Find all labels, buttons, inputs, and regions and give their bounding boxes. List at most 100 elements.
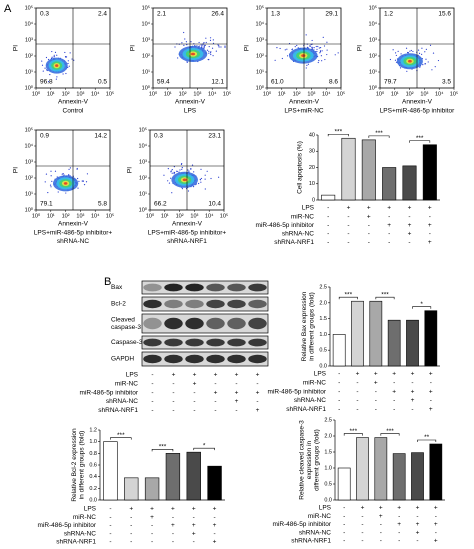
quadrant-value: 12.1	[211, 79, 224, 86]
treatment-sign: +	[256, 389, 260, 396]
treatment-sign: +	[235, 389, 239, 396]
y-axis-label: PI	[244, 45, 251, 51]
cell-dot	[405, 47, 408, 49]
cell-dot	[417, 49, 420, 51]
cell-density	[63, 182, 68, 185]
treatment-sign: -	[172, 389, 174, 396]
treatment-sign: +	[434, 538, 438, 545]
cell-dot	[45, 173, 48, 175]
quadrant-value: 2.4	[98, 11, 107, 18]
band-label: Bax	[111, 284, 123, 291]
quadrant-value: 29.1	[325, 11, 338, 18]
cell-dot	[319, 52, 321, 54]
treatment-sign: -	[338, 380, 340, 387]
cell-dot	[309, 45, 311, 47]
cell-dot	[173, 173, 175, 175]
treatment-sign: -	[435, 513, 437, 520]
treatment-sign: -	[172, 514, 174, 521]
treatment-sign: -	[398, 513, 400, 520]
treatment-sign: +	[356, 371, 360, 378]
treatment-sign: +	[428, 239, 432, 246]
treatment-sign: +	[408, 231, 412, 238]
treatment-sign: -	[408, 213, 410, 220]
cell-dot	[54, 51, 57, 54]
quadrant-value: 79.7	[384, 79, 397, 86]
quadrant-value: 1.2	[384, 11, 393, 18]
cell-dot	[318, 47, 320, 49]
cell-dot	[286, 48, 288, 50]
cell-dot	[409, 50, 411, 52]
cell-dot	[424, 63, 427, 65]
x-tick-label: 10⁴	[91, 90, 100, 97]
cell-dot	[286, 55, 289, 57]
cell-dot	[63, 174, 65, 176]
treatment-sign: -	[347, 222, 349, 229]
treatment-sign: -	[398, 529, 400, 536]
quadrant-value: 61.0	[271, 79, 284, 86]
treatment-sign: +	[416, 529, 420, 536]
significance-bracket	[193, 447, 215, 451]
y-tick-label: 10⁰	[25, 84, 34, 91]
cell-dot	[173, 171, 175, 173]
treatment-sign: -	[172, 539, 174, 546]
significance-bracket	[375, 296, 395, 300]
quadrant-value: 15.6	[438, 11, 451, 18]
cell-dot	[305, 34, 307, 36]
cell-dot	[49, 73, 51, 76]
treatment-sign: +	[379, 505, 383, 512]
quadrant-value: 3.5	[442, 79, 451, 86]
cell-dot	[326, 41, 328, 43]
treatment-label: LPS	[319, 505, 332, 512]
treatment-sign: -	[130, 530, 132, 537]
bar	[207, 465, 222, 501]
bar	[411, 452, 424, 501]
y-axis-label: different groups (fold)	[314, 429, 321, 491]
treatment-sign: +	[171, 506, 175, 513]
cell-dot	[71, 58, 73, 60]
treatment-sign: +	[429, 388, 433, 395]
cell-dot	[170, 171, 172, 173]
cell-dot	[203, 47, 205, 49]
treatment-label: miR-486-5p inhibitor	[272, 521, 331, 528]
treatment-sign: +	[408, 222, 412, 229]
cell-dot	[193, 171, 195, 173]
blot-band	[227, 317, 246, 330]
cell-dot	[419, 66, 421, 68]
treatment-sign: +	[411, 388, 415, 395]
cell-dot	[188, 170, 190, 172]
cell-density	[55, 64, 59, 67]
cell-dot	[180, 163, 183, 165]
caption: LPS+miR-486-5p inhibitor+	[148, 230, 227, 237]
treatment-sign: +	[392, 371, 396, 378]
blot-band	[248, 317, 267, 330]
y-tick-label: 0.2	[89, 486, 97, 492]
x-tick-label: 10⁵	[220, 212, 228, 219]
treatment-sign: +	[429, 406, 433, 413]
cell-dot	[427, 61, 429, 63]
treatment-sign: +	[235, 398, 239, 405]
quadrant-value: 1.3	[271, 11, 280, 18]
treatment-sign: +	[434, 521, 438, 528]
treatment-sign: -	[393, 380, 395, 387]
bar	[332, 334, 346, 367]
cell-dot	[61, 173, 63, 175]
treatment-label: shRNA-NC	[282, 231, 314, 238]
x-tick-label: 10¹	[278, 91, 286, 97]
cell-dot	[209, 37, 212, 39]
quadrant-value: 8.6	[329, 79, 338, 86]
blot-band	[164, 283, 183, 292]
x-tick-label: 10⁰	[376, 90, 385, 97]
bar	[402, 165, 417, 201]
y-tick-label: 0.5	[319, 348, 327, 354]
y-axis-label: Relative cleaved caspase-3	[299, 420, 306, 500]
blot-band	[248, 338, 267, 347]
x-tick-label: 10³	[307, 91, 315, 97]
cell-dot	[201, 45, 203, 47]
y-tick-label: 2.5	[324, 417, 332, 423]
quadrant-value: 0.3	[154, 133, 163, 140]
significance-label: ***	[345, 291, 353, 298]
y-tick-label: 10¹	[25, 69, 33, 75]
cell-dot	[389, 58, 392, 61]
caption: shRNA-NRF1	[167, 238, 207, 245]
cell-dot	[185, 41, 188, 43]
